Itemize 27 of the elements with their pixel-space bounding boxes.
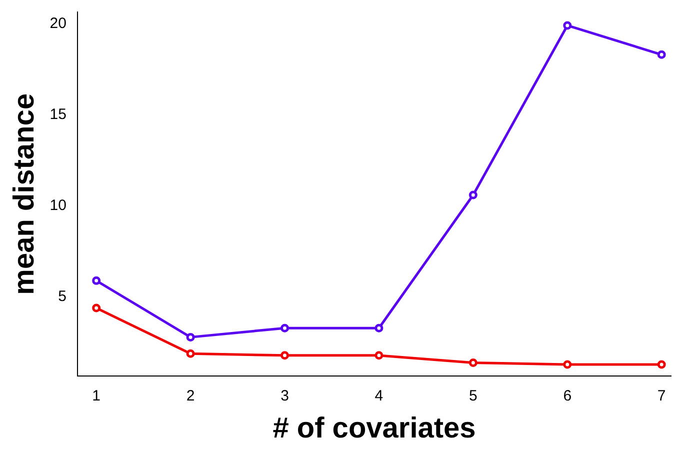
- point: [563, 21, 572, 30]
- point: [92, 304, 101, 312]
- x-axis-title: # of covariates: [272, 412, 476, 445]
- point: [563, 360, 572, 369]
- point: [186, 332, 195, 342]
- point: [468, 358, 478, 367]
- y-tick-label: 10: [50, 197, 66, 214]
- x-tick-label: 6: [563, 387, 572, 404]
- x-tick-label: 2: [186, 387, 195, 404]
- x-tick-label: 3: [280, 387, 289, 404]
- x-tick-label: 4: [374, 387, 384, 404]
- point: [374, 351, 384, 360]
- y-tick-label: 20: [50, 14, 66, 32]
- point: [186, 349, 195, 358]
- y-tick-label: 5: [58, 288, 66, 306]
- point: [657, 360, 666, 369]
- point: [657, 50, 666, 59]
- point: [280, 324, 289, 332]
- x-tick-label: 1: [92, 387, 100, 404]
- point: [468, 190, 478, 200]
- point: [280, 351, 289, 360]
- point: [92, 276, 101, 285]
- y-tick-label: 15: [50, 106, 66, 123]
- y-axis-title: mean distance: [8, 93, 40, 295]
- point: [374, 324, 384, 332]
- x-tick-label: 5: [468, 387, 478, 404]
- x-tick-label: 7: [657, 387, 666, 404]
